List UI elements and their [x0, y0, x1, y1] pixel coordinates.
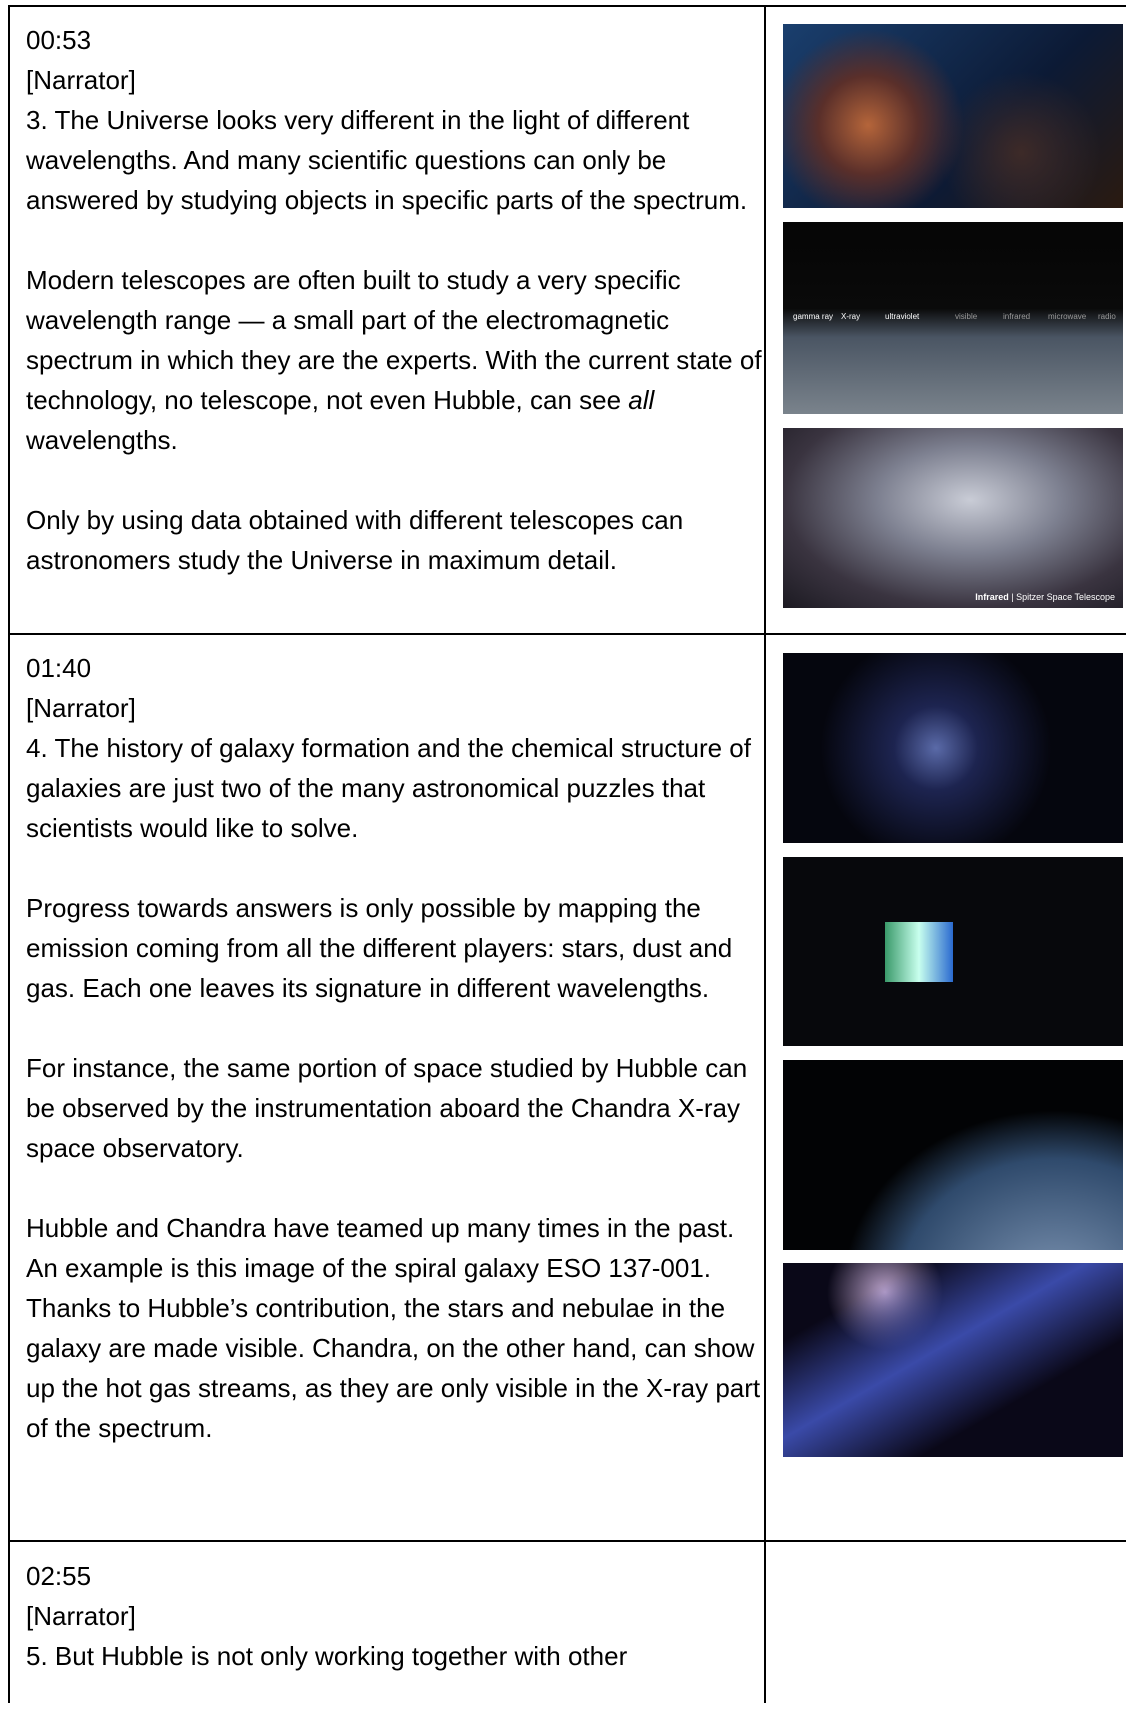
image	[783, 653, 1123, 843]
image	[783, 24, 1123, 208]
image	[783, 1060, 1123, 1250]
image-label: microwave	[1048, 312, 1086, 321]
table-border	[8, 5, 1126, 7]
caption-bold: Infrared	[975, 592, 1009, 602]
timestamp: 01:40	[26, 648, 762, 688]
paragraph: 3. The Universe looks very different in …	[26, 100, 762, 220]
row-text: 00:53 [Narrator] 3. The Universe looks v…	[26, 20, 762, 620]
image-label: infrared	[1003, 312, 1030, 321]
table-border	[764, 5, 766, 1703]
page: 00:53 [Narrator] 3. The Universe looks v…	[0, 0, 1126, 1703]
table-border	[8, 5, 10, 1703]
image-label: ultraviolet	[885, 312, 919, 321]
image-label: X-ray	[841, 312, 860, 321]
caption-text: | Spitzer Space Telescope	[1011, 592, 1115, 602]
image	[783, 1263, 1123, 1457]
timestamp: 02:55	[26, 1556, 762, 1596]
text: wavelengths.	[26, 425, 178, 455]
image: gamma ray X-ray ultraviolet visible infr…	[783, 222, 1123, 414]
paragraph: Hubble and Chandra have teamed up many t…	[26, 1208, 762, 1448]
emphasis: all	[628, 385, 654, 415]
timestamp: 00:53	[26, 20, 762, 60]
speaker: [Narrator]	[26, 60, 762, 100]
paragraph: Progress towards answers is only possibl…	[26, 888, 762, 1008]
image: Infrared | Spitzer Space Telescope	[783, 428, 1123, 608]
paragraph: 4. The history of galaxy formation and t…	[26, 728, 762, 848]
image	[783, 857, 1123, 1046]
paragraph: For instance, the same portion of space …	[26, 1048, 762, 1168]
table-border	[8, 1540, 1126, 1542]
paragraph: Modern telescopes are often built to stu…	[26, 260, 762, 460]
image-label: radio	[1098, 312, 1116, 321]
row-text: 02:55 [Narrator] 5. But Hubble is not on…	[26, 1556, 762, 1716]
speaker: [Narrator]	[26, 688, 762, 728]
speaker: [Narrator]	[26, 1596, 762, 1636]
paragraph: Only by using data obtained with differe…	[26, 500, 762, 580]
paragraph: 5. But Hubble is not only working togeth…	[26, 1636, 762, 1676]
image-label: gamma ray	[793, 312, 833, 321]
image-caption: Infrared | Spitzer Space Telescope	[975, 592, 1115, 602]
image-label: visible	[955, 312, 977, 321]
row-text: 01:40 [Narrator] 4. The history of galax…	[26, 648, 762, 1488]
table-border	[8, 633, 1126, 635]
